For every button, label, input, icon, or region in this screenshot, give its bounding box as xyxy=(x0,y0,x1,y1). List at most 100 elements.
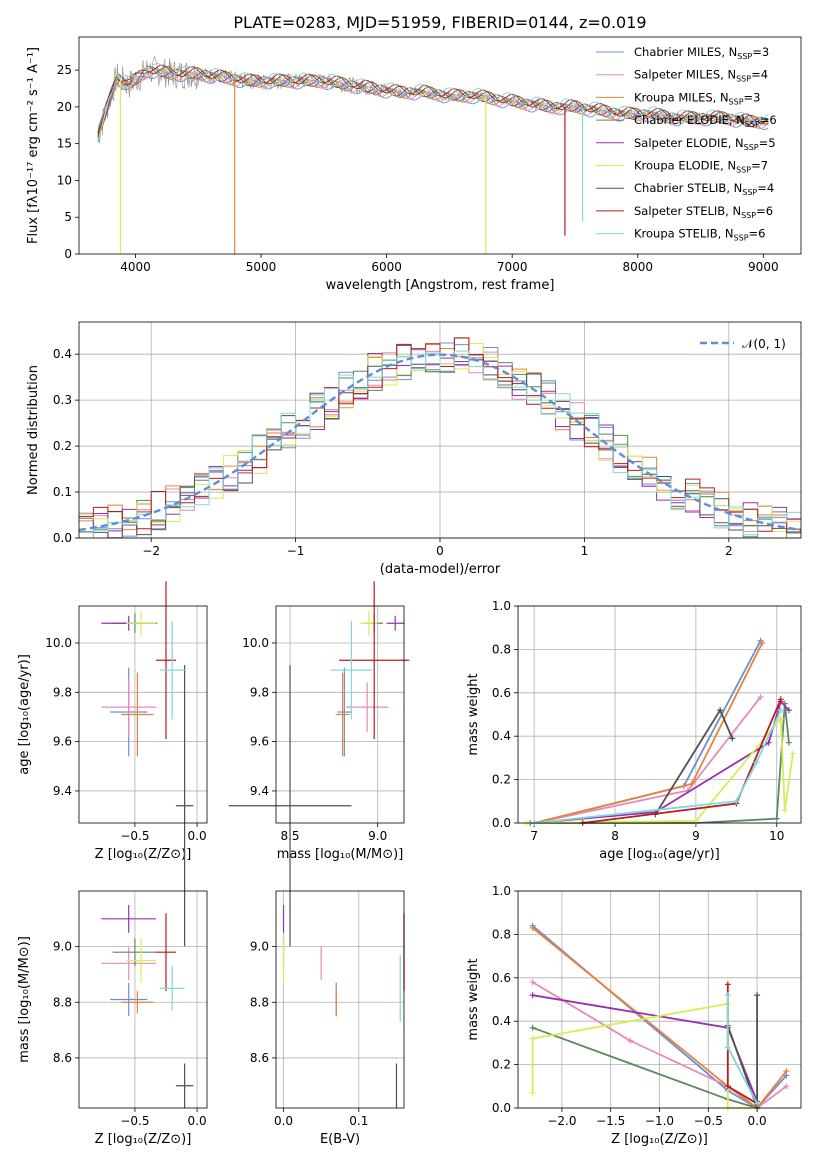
model-spectrum-line xyxy=(97,66,769,138)
x-tick-label: 10 xyxy=(769,829,784,843)
y-tick-label: 25 xyxy=(57,63,72,77)
mass-weight-marker xyxy=(529,1024,536,1031)
x-axis-label: age [log₁₀(age/yr)] xyxy=(599,847,720,862)
y-axis-label: age [log₁₀(age/yr)] xyxy=(17,654,32,775)
x-axis-label: wavelength [Angstrom, rest frame] xyxy=(326,278,555,293)
mass-weight-marker xyxy=(627,1037,634,1044)
mass-weight-marker xyxy=(529,979,536,986)
y-tick-label: 10.0 xyxy=(242,636,269,650)
x-tick-label: 8000 xyxy=(622,260,653,274)
mass-weight-marker xyxy=(757,694,764,701)
y-axis-label: mass [log₁₀(M/M⊙)] xyxy=(17,936,32,1063)
y-axis-label: mass weight xyxy=(466,673,481,755)
x-tick-label: 0 xyxy=(436,544,444,558)
y-tick-label: 0.8 xyxy=(492,642,511,656)
mass-weight-marker xyxy=(759,639,766,646)
mass-weight-line xyxy=(533,642,764,824)
x-axis-label: Z [log₁₀(Z/Z⊙)] xyxy=(95,1132,192,1147)
y-tick-label: 8.6 xyxy=(250,1051,269,1065)
axes-frame xyxy=(275,605,405,824)
mass-weight-line xyxy=(534,709,782,824)
model-spectrum-line xyxy=(97,63,769,129)
mass-weight-marker xyxy=(724,1083,731,1090)
x-tick-label: 6000 xyxy=(371,260,402,274)
axes-frame xyxy=(78,890,208,1109)
x-tick-label: −0.5 xyxy=(694,1114,723,1128)
x-tick-label: 4000 xyxy=(120,260,151,274)
mass-weight-line xyxy=(532,1026,758,1109)
y-tick-label: 9.4 xyxy=(250,784,269,798)
y-axis-label: Normed distribution xyxy=(26,365,41,495)
mass-weight-marker xyxy=(729,735,736,742)
mass-weight-marker xyxy=(785,707,792,714)
x-tick-label: −0.5 xyxy=(120,829,149,843)
mass-weight-marker xyxy=(777,707,784,714)
x-tick-label: −1 xyxy=(287,544,305,558)
x-tick-label: 0.0 xyxy=(274,1114,293,1128)
y-tick-label: 0.6 xyxy=(492,971,511,985)
legend-entry: Kroupa MILES, NSSP=3 xyxy=(634,90,760,106)
y-tick-label: 8.8 xyxy=(53,995,72,1009)
x-axis-label: E(B-V) xyxy=(320,1132,360,1147)
x-tick-label: 9 xyxy=(692,829,700,843)
mass-weight-line xyxy=(530,703,790,824)
mass-weight-marker xyxy=(783,1083,790,1090)
y-tick-label: 1.0 xyxy=(492,599,511,613)
y-axis-label: mass weight xyxy=(466,958,481,1040)
axes-frame xyxy=(78,321,802,539)
y-tick-label: 10.0 xyxy=(45,636,72,650)
mass-weight-marker xyxy=(529,992,536,999)
mass-weight-marker xyxy=(529,1035,536,1042)
x-tick-label: 7 xyxy=(530,829,538,843)
mass-weight-marker xyxy=(765,739,772,746)
mass-weight-marker xyxy=(754,1100,761,1107)
x-axis-label: (data-model)/error xyxy=(380,562,501,577)
y-axis-label: Flux [fλ10⁻¹⁷ erg cm⁻² s⁻¹ A⁻¹] xyxy=(26,47,41,244)
legend-entry: Salpeter STELIB, NSSP=6 xyxy=(634,204,773,220)
legend-entry: Kroupa ELODIE, NSSP=7 xyxy=(634,159,768,175)
x-tick-label: −2.0 xyxy=(547,1114,576,1128)
model-spectrum-line xyxy=(97,65,769,138)
mass-weight-marker xyxy=(783,1068,790,1075)
mass-weight-marker xyxy=(717,707,724,714)
x-tick-label: 9000 xyxy=(748,260,779,274)
y-tick-label: 0.2 xyxy=(492,1058,511,1072)
legend-entry: Kroupa STELIB, NSSP=6 xyxy=(634,227,765,243)
y-tick-label: 5 xyxy=(64,210,72,224)
legend-entry: Chabrier MILES, NSSP=3 xyxy=(634,45,769,61)
mass-weight-marker xyxy=(724,992,731,999)
mass-weight-marker xyxy=(724,981,731,988)
y-tick-label: 0.4 xyxy=(492,729,511,743)
y-tick-label: 10 xyxy=(57,173,72,187)
x-axis-label: Z [log₁₀(Z/Z⊙)] xyxy=(95,847,192,862)
model-spectrum-line xyxy=(97,64,769,133)
x-tick-label: 2 xyxy=(725,544,733,558)
legend-entry: Salpeter ELODIE, NSSP=5 xyxy=(634,136,776,152)
mass-weight-marker xyxy=(754,992,761,999)
y-tick-label: 9.6 xyxy=(53,735,72,749)
normal-reference-curve xyxy=(78,353,802,532)
x-tick-label: −0.5 xyxy=(120,1114,149,1128)
x-tick-label: 1 xyxy=(581,544,589,558)
mass-weight-line xyxy=(726,984,758,1105)
y-tick-label: 20 xyxy=(57,100,72,114)
axes-frame xyxy=(517,605,802,824)
x-tick-label: 5000 xyxy=(246,260,277,274)
y-tick-label: 9.6 xyxy=(250,735,269,749)
x-tick-label: 9.0 xyxy=(368,829,387,843)
y-tick-label: 0.3 xyxy=(53,393,72,407)
axes-frame xyxy=(78,36,802,255)
axes-frame xyxy=(78,605,208,824)
legend-entry: Chabrier STELIB, NSSP=4 xyxy=(634,181,774,197)
mass-weight-marker xyxy=(777,696,784,703)
x-tick-label: −2 xyxy=(142,544,160,558)
x-tick-label: 0.0 xyxy=(188,1114,207,1128)
y-tick-label: 9.0 xyxy=(250,940,269,954)
x-axis-label: Z [log₁₀(Z/Z⊙)] xyxy=(611,1132,708,1147)
y-tick-label: 0.4 xyxy=(492,1014,511,1028)
x-tick-label: 0.0 xyxy=(188,829,207,843)
y-tick-label: 9.8 xyxy=(53,685,72,699)
legend-entry: 𝒩(0, 1) xyxy=(742,337,786,351)
y-tick-label: 0.0 xyxy=(492,1101,511,1115)
axes-frame xyxy=(517,890,802,1109)
